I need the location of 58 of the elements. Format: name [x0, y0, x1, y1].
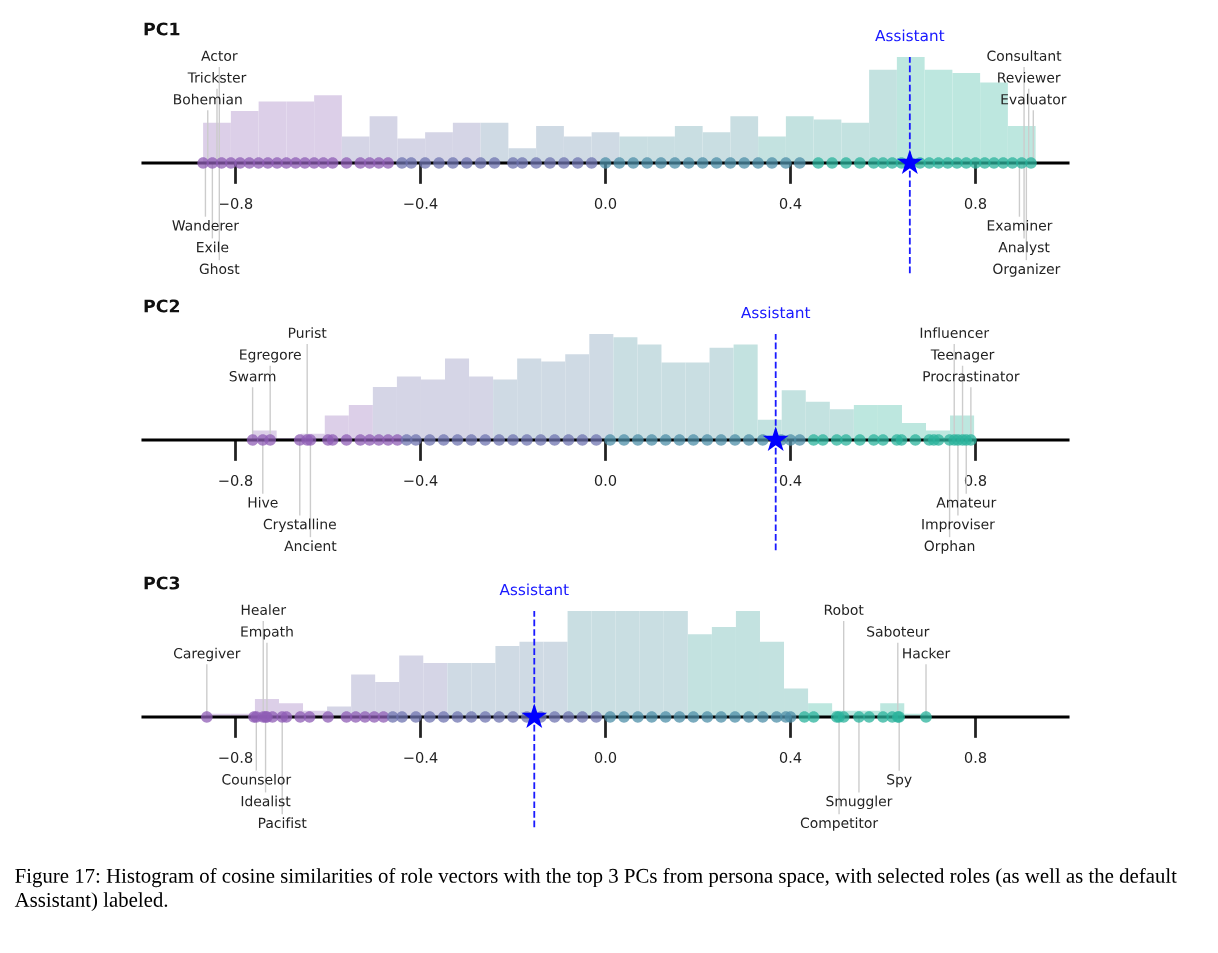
annotation: Healer — [241, 604, 287, 616]
x-tick-label: 0.0 — [594, 197, 617, 210]
x-tick-label: 0.4 — [779, 474, 802, 487]
x-tick-label: −0.4 — [404, 197, 438, 210]
annotation: Exile — [197, 241, 229, 253]
annotation: Competitor — [800, 817, 879, 831]
annotation: Empath — [241, 626, 293, 640]
annotation: Egregore — [240, 349, 301, 363]
x-tick-label: −0.8 — [219, 751, 253, 764]
caption: Figure 17: Histogram of cosine similarities of role vectors with the top 3 PCs from persona space, with selected roles (as well as the default Assistant) labeled. — [14, 868, 1177, 912]
annotation: Idealist — [241, 795, 291, 807]
annotation: Crystalline — [263, 518, 336, 533]
annotation: Trickster — [187, 72, 247, 83]
annotation: Hive — [248, 496, 278, 508]
annotation: Caregiver — [173, 647, 241, 662]
annotation: Robot — [824, 604, 864, 616]
annotation: Smuggler — [826, 795, 893, 810]
x-tick-label: 0.0 — [594, 751, 617, 764]
annotation: Saboteur — [867, 626, 930, 637]
annotation: Examiner — [987, 219, 1053, 231]
ref-line-label: Assistant — [875, 29, 945, 42]
ref-line-label: Assistant — [741, 306, 811, 319]
annotation: Amateur — [936, 497, 997, 508]
chart-title: PC2 — [144, 299, 180, 313]
annotation: Pacifist — [258, 817, 307, 829]
annotation: Spy — [887, 774, 912, 788]
annotation: Swarm — [229, 370, 276, 382]
annotation: Organizer — [993, 263, 1061, 277]
annotation: Evaluator — [1001, 93, 1067, 105]
annotation: Actor — [201, 50, 238, 62]
x-tick-label: 0.4 — [779, 751, 802, 764]
x-tick-label: 0.8 — [964, 197, 987, 210]
annotation: Ghost — [199, 263, 240, 275]
annotation: Counselor — [222, 773, 292, 785]
annotation: Reviewer — [998, 72, 1061, 83]
annotation: Improviser — [922, 518, 995, 533]
annotation: Teenager — [930, 349, 995, 363]
x-tick-label: −0.8 — [219, 197, 253, 210]
x-tick-label: 0.8 — [964, 751, 987, 764]
x-tick-label: 0.0 — [594, 474, 617, 487]
x-tick-label: −0.8 — [219, 474, 253, 487]
x-tick-label: 0.4 — [779, 197, 802, 210]
chart-title: PC3 — [144, 576, 180, 590]
annotation: Purist — [288, 327, 327, 339]
annotation: Ancient — [284, 540, 337, 552]
annotation: Hacker — [903, 647, 951, 659]
chart-title: PC1 — [144, 22, 180, 36]
annotation: Wanderer — [172, 219, 240, 231]
x-tick-label: −0.4 — [404, 474, 438, 487]
annotation: Consultant — [987, 50, 1062, 62]
x-tick-label: −0.4 — [404, 751, 438, 764]
annotation: Procrastinator — [923, 370, 1020, 382]
annotation: Influencer — [920, 327, 990, 339]
annotation: Orphan — [924, 540, 975, 554]
annotation: Bohemian — [174, 93, 242, 105]
x-tick-label: 0.8 — [964, 474, 987, 487]
annotation: Analyst — [998, 241, 1050, 256]
ref-line-label: Assistant — [499, 583, 569, 596]
